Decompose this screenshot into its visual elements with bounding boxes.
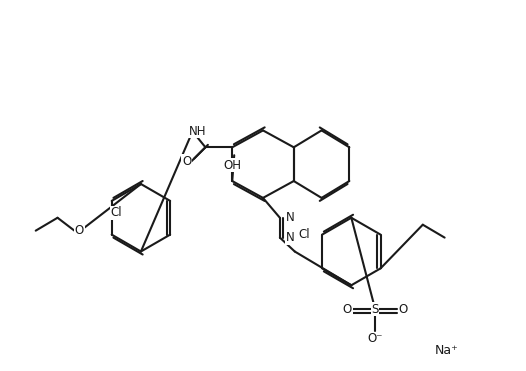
Text: N: N — [286, 211, 294, 224]
Text: O⁻: O⁻ — [367, 332, 383, 345]
Text: Na⁺: Na⁺ — [435, 344, 459, 357]
Text: NH: NH — [189, 125, 206, 138]
Text: O: O — [75, 224, 84, 237]
Text: S: S — [371, 303, 379, 316]
Text: O: O — [182, 155, 191, 168]
Text: O: O — [398, 303, 408, 316]
Text: OH: OH — [223, 159, 241, 172]
Text: O: O — [343, 303, 352, 316]
Text: Cl: Cl — [298, 228, 310, 241]
Text: N: N — [286, 231, 294, 244]
Text: Cl: Cl — [111, 206, 123, 219]
